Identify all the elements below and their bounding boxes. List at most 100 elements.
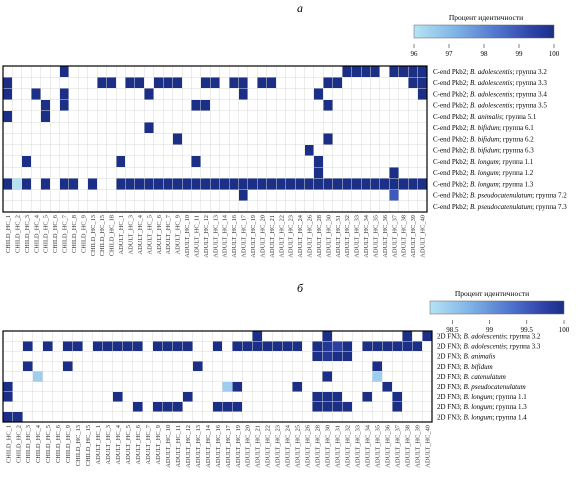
heatmap-cell [275,110,286,123]
heatmap-cell [312,411,323,423]
heatmap-cell [313,121,324,134]
heatmap-cell [312,330,323,342]
heatmap-cell [371,411,383,423]
heatmap-cell [22,401,34,413]
heatmap-cell [172,178,183,190]
heatmap-cell [12,361,24,372]
heatmap-cell [112,330,123,342]
heatmap-cell [379,189,390,202]
column-label: CHILD_HC_5 [43,215,50,253]
column-label: ADULT_HC_22 [265,425,272,468]
column-label: ADULT_HC_37 [394,424,401,468]
column-label: CHILD_HC_4 [33,214,40,253]
heatmap-cell [78,133,89,145]
column-label: ADULT_HC_40 [424,425,431,468]
heatmap-cell [59,178,70,190]
heatmap-cell [49,88,60,100]
heatmap-cell [59,110,70,123]
heatmap-cell [144,99,155,112]
heatmap-cell [238,65,249,78]
heatmap-cell [275,121,286,134]
heatmap-cell [192,411,203,423]
heatmap-cell [200,121,211,134]
heatmap-cell [222,371,233,382]
heatmap-cell [12,401,24,413]
heatmap-cell [391,401,403,413]
heatmap-cell [242,381,253,392]
heatmap-cell [52,381,64,392]
heatmap-cell [238,144,249,157]
heatmap-cell [331,350,343,362]
heatmap-cell [31,133,41,145]
heatmap-cell [59,166,70,179]
heatmap-cell [12,133,23,145]
heatmap-cell [12,189,23,202]
heatmap-cell [162,330,173,342]
heatmap-cell [219,121,230,134]
heatmap-cell [341,189,352,202]
heatmap-cell [222,340,233,352]
heatmap-cell [282,401,293,413]
colorbar-tick-label: 99 [486,326,494,334]
heatmap-cell [181,144,192,157]
column-label: ADULT_HC_38 [404,425,411,468]
heatmap-cell [219,178,230,190]
heatmap-cell [341,76,352,89]
heatmap-cell [294,99,305,112]
heatmap-cell [153,65,164,78]
heatmap-cell [331,401,343,413]
heatmap-cell [192,401,203,413]
heatmap-cell [389,166,399,179]
heatmap-cell [285,200,296,213]
heatmap-cell [228,178,239,190]
column-label: ADULT_HC_22 [278,215,285,258]
heatmap-cell [200,88,211,100]
column-label: ADULT_HC_14 [205,424,212,468]
heatmap-cell [181,65,192,78]
heatmap-cell [341,110,352,123]
heatmap-cell [172,391,183,403]
heatmap-cell [125,110,136,123]
heatmap-cell [68,99,79,112]
heatmap-cell [153,155,164,168]
heatmap-cell [257,166,268,179]
heatmap-cell [162,189,173,202]
heatmap-cell [21,155,32,168]
heatmap-cell [351,340,363,352]
heatmap-cell [272,350,283,362]
heatmap-cell [285,110,296,123]
heatmap-cell [247,200,258,213]
heatmap-cell [238,155,249,168]
heatmap-cell [112,371,123,382]
heatmap-cell [134,155,145,168]
heatmap-cell [341,411,353,423]
heatmap-cell [153,88,164,100]
heatmap-cell [370,88,381,100]
heatmap-cell [360,189,371,202]
heatmap-cell [31,200,41,213]
heatmap-cell [242,371,253,382]
heatmap-cell [40,200,51,213]
heatmap-cell [210,178,220,190]
heatmap-cell [379,166,390,179]
heatmap-cell [21,121,32,134]
heatmap-cell [275,178,286,190]
heatmap-cell [361,391,373,403]
heatmap-cell [96,144,107,157]
heatmap-cell [312,381,323,392]
heatmap-cell [122,350,133,362]
heatmap-cell [172,144,183,157]
heatmap-cell [42,401,54,413]
heatmap-cell [12,110,23,123]
heatmap-cell [228,110,239,123]
column-label: CHILD_HC_15 [99,215,106,256]
heatmap-cell [411,340,423,352]
heatmap-cell [323,200,334,213]
heatmap-cell [401,330,413,342]
heatmap-cell [115,110,126,123]
heatmap-cell [272,340,283,352]
heatmap-cell [96,88,107,100]
heatmap-cell [192,391,203,403]
heatmap-cell [92,381,104,392]
heatmap-cell [106,189,117,202]
